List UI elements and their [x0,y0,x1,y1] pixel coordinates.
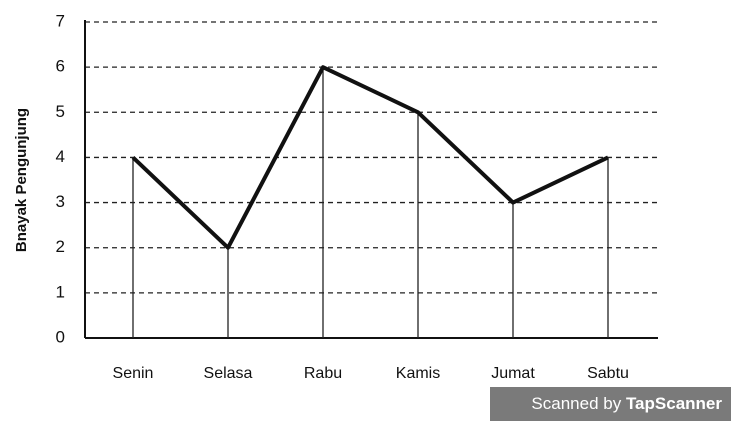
y-tick-label: 7 [56,11,65,30]
x-tick-label: Sabtu [587,365,629,382]
y-axis-label: Bnayak Pengunjung [13,108,30,252]
x-tick-label: Rabu [304,365,342,382]
x-tick-label: Selasa [204,365,253,382]
y-tick-label: 5 [56,102,65,121]
watermark: Scanned by TapScanner [531,394,722,413]
y-tick-label: 0 [56,327,65,346]
y-tick-label: 4 [56,147,65,166]
watermark-prefix: Scanned by [531,394,621,413]
y-tick-label: 3 [56,192,65,211]
watermark-box [490,387,731,421]
watermark-brand: TapScanner [626,394,722,413]
x-tick-label: Kamis [396,365,440,382]
data-line [131,65,609,250]
y-tick-label: 6 [56,57,65,76]
y-tick-label: 2 [56,237,65,256]
x-tick-label: Senin [113,365,154,382]
x-tick-label: Jumat [491,365,535,382]
y-tick-label: 1 [56,282,65,301]
